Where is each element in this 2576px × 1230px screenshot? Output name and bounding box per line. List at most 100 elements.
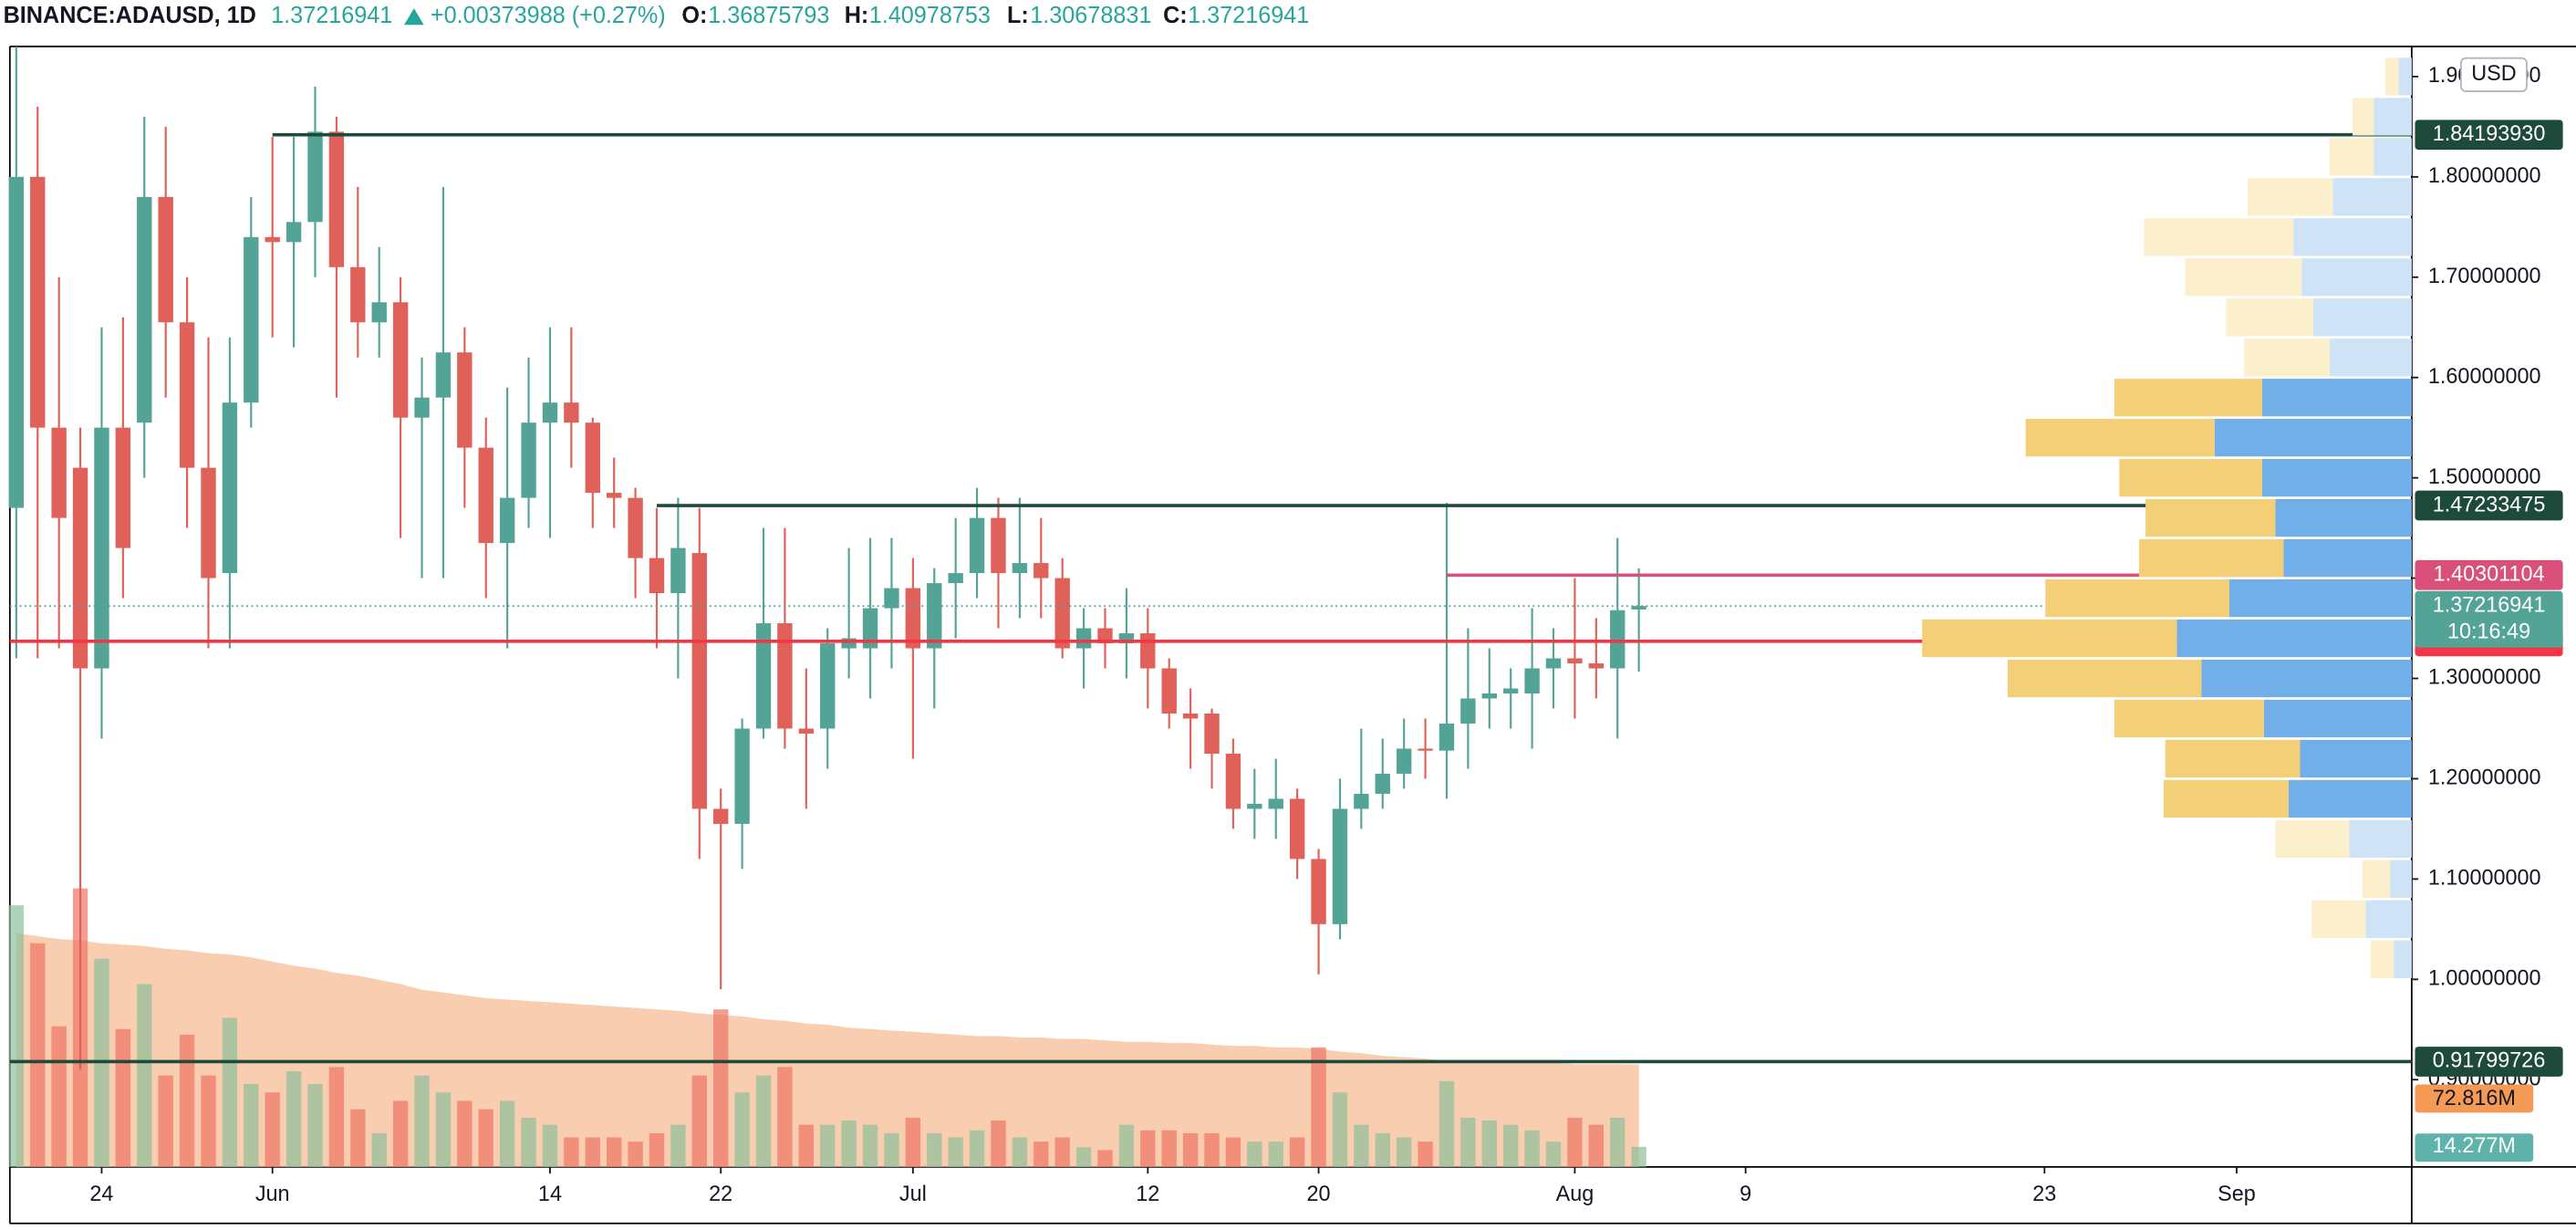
level-label-bg <box>2415 1047 2563 1077</box>
profile-down <box>2362 860 2391 898</box>
volume-bar <box>1460 1117 1476 1167</box>
volume-bar <box>927 1132 942 1167</box>
candle-body <box>1161 668 1177 714</box>
volume-bar <box>1610 1117 1626 1167</box>
candle-body <box>1567 658 1583 664</box>
volume-bar <box>179 1034 195 1167</box>
candle-body <box>884 588 899 609</box>
candle-body <box>115 427 131 548</box>
candle-body <box>265 236 280 243</box>
candle-body <box>820 643 836 729</box>
candle-body <box>905 588 921 649</box>
profile-down <box>2329 138 2374 176</box>
x-tick-label: Jul <box>899 1182 927 1205</box>
last-price-label-bg <box>2415 590 2563 648</box>
y-tick-label: 1.10000000 <box>2428 866 2541 890</box>
profile-up <box>2214 419 2412 457</box>
profile-down <box>1922 619 2177 658</box>
x-tick-label: Aug <box>1556 1182 1594 1205</box>
volume-bar <box>1054 1137 1070 1167</box>
candle-body <box>948 573 963 584</box>
volume-bar <box>137 984 152 1167</box>
level-label-bg <box>2415 120 2563 151</box>
symbol-title: BINANCE:ADAUSD, 1D <box>4 3 256 28</box>
volume-bar <box>158 1075 173 1167</box>
volume-bar <box>542 1124 558 1167</box>
profile-down <box>2114 379 2263 417</box>
profile-up <box>2373 138 2412 176</box>
candle-body <box>777 623 793 729</box>
candle-body <box>1204 713 1220 754</box>
volume-bar <box>1631 1146 1646 1167</box>
candle-body <box>862 608 878 649</box>
candle-body <box>734 728 750 824</box>
countdown: 10:16:49 <box>2447 619 2530 642</box>
candle-body <box>1268 798 1283 809</box>
currency: USD <box>2471 61 2516 85</box>
profile-up <box>2329 339 2412 377</box>
volume-bar <box>649 1132 665 1167</box>
candle-body <box>1610 610 1626 669</box>
high-value: 1.40978753 <box>869 3 991 28</box>
level-label: 1.84193930 <box>2433 121 2546 145</box>
volume-label-bg <box>2415 1133 2534 1162</box>
candle-body <box>8 176 25 508</box>
y-tick-label: 1.00000000 <box>2428 965 2541 989</box>
volume-bar <box>1225 1137 1241 1167</box>
volume-bar <box>628 1141 643 1167</box>
candle-body <box>1118 633 1135 644</box>
y-tick-label: 1.30000000 <box>2428 665 2541 689</box>
candle-body <box>222 402 238 574</box>
profile-down <box>2247 178 2333 216</box>
profile-up <box>2283 538 2412 578</box>
candle-body <box>691 553 707 809</box>
volume-bar <box>1375 1132 1390 1167</box>
candle-body <box>137 196 152 423</box>
candle-body <box>713 808 729 824</box>
open-label: O: <box>681 3 707 28</box>
currency-box <box>2460 57 2528 92</box>
volume-bar <box>1247 1141 1262 1167</box>
candle-body <box>201 467 216 579</box>
profile-down <box>2353 98 2374 136</box>
candle-body <box>1097 628 1113 644</box>
volume-bar <box>371 1132 387 1167</box>
candle-body <box>755 623 772 729</box>
volume-ma-label: 72.816M <box>2433 1086 2516 1110</box>
candle-body <box>1418 748 1433 751</box>
candle-body <box>1481 693 1497 699</box>
volume-bar <box>201 1075 216 1167</box>
profile-up <box>2263 699 2412 738</box>
candle-body <box>478 447 493 544</box>
x-tick-label: 14 <box>538 1182 562 1205</box>
profile-down <box>2385 57 2399 96</box>
candle-body <box>521 422 536 498</box>
profile-up <box>2300 739 2412 778</box>
volume-bar <box>478 1109 493 1167</box>
candle-body <box>542 402 558 423</box>
level-label: 1.40301104 <box>2434 561 2545 585</box>
candle-body <box>1545 658 1562 669</box>
volume-bar <box>222 1017 238 1167</box>
profile-up <box>2398 57 2412 96</box>
volume-bar <box>1204 1132 1220 1167</box>
level-label-bg <box>2415 559 2563 590</box>
volume-bar <box>606 1137 622 1167</box>
profile-up <box>2394 940 2412 978</box>
volume-label: 14.277M <box>2433 1133 2516 1157</box>
volume-bar <box>862 1124 878 1167</box>
x-tick-label: 23 <box>2032 1182 2056 1205</box>
candle-body <box>1140 633 1156 669</box>
volume-bar <box>1439 1080 1455 1167</box>
volume-bar <box>1012 1137 1028 1167</box>
x-tick-label: 22 <box>709 1182 732 1205</box>
last-price: 1.37216941 <box>271 3 392 28</box>
volume-bar <box>1481 1120 1497 1167</box>
candle-body <box>1375 773 1390 794</box>
profile-up <box>2390 860 2412 898</box>
volume-bar <box>969 1130 985 1167</box>
low-label: L: <box>1007 3 1029 28</box>
volume-bar <box>1075 1147 1092 1167</box>
candle-body <box>670 547 686 594</box>
profile-up <box>2312 298 2412 337</box>
